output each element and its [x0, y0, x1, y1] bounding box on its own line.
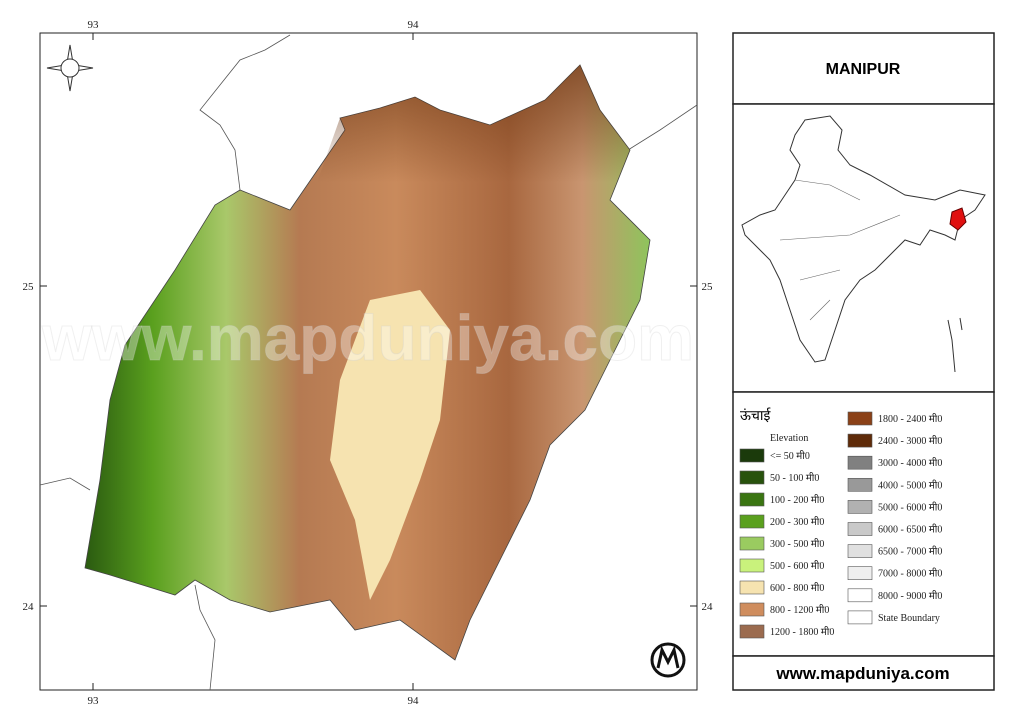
compass	[46, 44, 94, 92]
legend-label: 1800 - 2400 मी0	[878, 413, 942, 425]
legend-swatch	[739, 448, 765, 463]
legend-label: 6500 - 7000 मी0	[878, 546, 942, 558]
legend-swatch	[847, 433, 873, 448]
legend-swatch	[847, 544, 873, 558]
legend-swatch	[847, 477, 873, 492]
watermark: www.mapduniya.com	[41, 302, 694, 374]
website: www.mapduniya.com	[775, 664, 949, 683]
legend-label: 600 - 800 मी0	[770, 582, 824, 594]
legend-swatch	[847, 610, 873, 625]
legend-label: 7000 - 8000 मी0	[878, 568, 942, 580]
legend-swatch	[739, 558, 765, 573]
legend-label: 3000 - 4000 मी0	[878, 457, 942, 469]
lat-label: 24	[23, 601, 35, 613]
neighbour-boundaries	[39, 34, 698, 691]
lon-label: 94	[408, 695, 420, 707]
legend-swatch	[847, 411, 873, 426]
legend-swatch	[847, 500, 873, 514]
logo	[650, 642, 686, 678]
legend-label: 8000 - 9000 मी0	[878, 590, 942, 602]
legend-label: 50 - 100 मी0	[770, 472, 819, 484]
legend-heading: ऊंचाई	[740, 407, 772, 424]
legend-swatch	[847, 566, 873, 581]
legend-subheading: Elevation	[770, 433, 808, 444]
india-states	[779, 179, 901, 321]
legend-swatch	[739, 536, 765, 551]
lat-label: 25	[702, 281, 714, 293]
legend-label: 4000 - 5000 मी0	[878, 479, 942, 491]
legend-label: 300 - 500 मी0	[770, 538, 824, 550]
manipur-highlight	[949, 207, 967, 231]
lon-label: 94	[408, 19, 420, 31]
legend-label: 100 - 200 मी0	[770, 494, 824, 506]
islands	[947, 317, 963, 373]
legend-swatch	[739, 514, 765, 529]
map-title: MANIPUR	[826, 61, 901, 78]
lon-label: 93	[88, 19, 100, 31]
legend-label: <= 50 मी0	[770, 450, 810, 462]
lat-label: 24	[702, 601, 714, 613]
legend-swatch	[739, 492, 765, 507]
legend-label: 5000 - 6000 मी0	[878, 501, 942, 513]
legend-swatch	[847, 522, 873, 536]
legend-label: 2400 - 3000 मी0	[878, 435, 942, 447]
imphal-valley	[330, 290, 450, 600]
legend-swatch	[847, 455, 873, 470]
legend-label: 500 - 600 मी0	[770, 560, 824, 572]
legend-swatch	[847, 588, 873, 603]
legend-swatch	[739, 470, 765, 485]
title-box	[732, 32, 995, 105]
highland-shade	[300, 65, 650, 300]
legend-label: 1200 - 1800 मी0	[770, 626, 834, 638]
website-box	[732, 655, 995, 691]
legend-label: 200 - 300 मी0	[770, 516, 824, 528]
lon-label: 93	[88, 695, 100, 707]
legend-swatch	[739, 580, 765, 595]
legend-label: 800 - 1200 मी0	[770, 604, 829, 616]
legend-swatch	[739, 624, 765, 639]
legend-label: 6000 - 6500 मी0	[878, 524, 942, 536]
india-outline	[741, 115, 986, 363]
lat-label: 25	[23, 281, 35, 293]
legend-swatch	[739, 602, 765, 617]
legend-label: State Boundary	[878, 613, 940, 624]
